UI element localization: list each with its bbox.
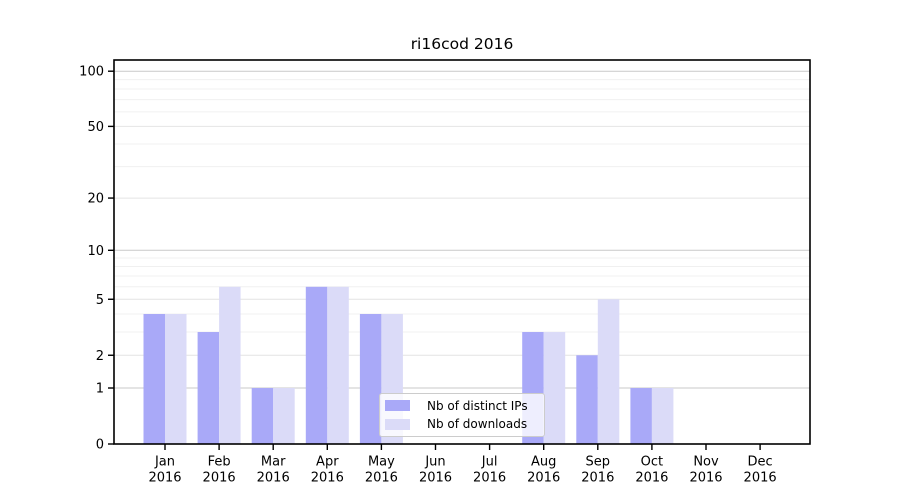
legend-label-downloads: Nb of downloads [427,417,528,432]
x-tick-label-month: Oct [641,455,663,470]
y-tick-label: 1 [96,382,104,397]
x-tick-label-month: Feb [208,455,231,470]
x-tick-label-month: Aug [531,455,556,470]
x-tick-label-year: 2016 [581,471,614,486]
legend-label-distinct-ips: Nb of distinct IPs [427,398,528,413]
bar-oct-distinct-ips [630,388,652,444]
bar-jan-downloads [165,313,187,444]
x-tick-label-year: 2016 [419,471,452,486]
bar-sep-downloads [597,299,620,444]
bar-aug-downloads [543,332,566,444]
bar-feb-downloads [219,286,241,444]
x-tick-label-month: Jan [154,455,175,470]
y-tick-label: 100 [79,65,104,80]
x-tick-label-month: Dec [748,455,773,470]
bar-may-distinct-ips [359,313,382,444]
x-tick-label-month: May [368,455,395,470]
downloads-swatch-icon [385,418,410,430]
x-tick-label-year: 2016 [635,471,668,486]
legend: Nb of distinct IPs Nb of downloads [379,393,545,437]
bar-mar-distinct-ips [251,388,274,444]
x-tick-label-year: 2016 [473,471,506,486]
x-tick-label-year: 2016 [744,471,777,486]
bar-oct-downloads [651,388,674,444]
bar-sep-distinct-ips [576,355,598,444]
chart-title: ri16cod 2016 [410,35,514,53]
x-tick-label-month: Nov [693,455,719,470]
bar-mar-downloads [273,388,295,444]
legend-item-distinct-ips: Nb of distinct IPs [380,399,544,413]
x-tick-label-year: 2016 [365,471,398,486]
legend-item-downloads: Nb of downloads [380,417,544,431]
bar-jan-distinct-ips [143,313,165,444]
x-tick-label-year: 2016 [311,471,344,486]
x-tick-label-year: 2016 [527,471,560,486]
y-tick-label: 0 [96,438,104,453]
bar-apr-downloads [327,286,349,444]
x-tick-label-month: Apr [316,455,339,470]
x-tick-label-year: 2016 [257,471,290,486]
x-tick-label-month: Mar [261,455,286,470]
x-tick-label-month: Jun [424,455,445,470]
x-tick-label-year: 2016 [148,471,181,486]
y-tick-label: 5 [96,293,104,308]
bar-apr-distinct-ips [305,286,328,444]
y-tick-label: 50 [87,120,104,135]
x-tick-label-year: 2016 [689,471,722,486]
axes-frame [113,59,811,445]
x-tick-label-month: Sep [586,455,611,470]
bar-feb-distinct-ips [197,332,220,444]
y-tick-label: 2 [96,349,104,364]
y-tick-label: 20 [87,192,104,207]
y-tick-label: 10 [87,244,104,259]
x-tick-label-year: 2016 [203,471,236,486]
x-tick-label-month: Jul [481,455,498,470]
distinct-ips-swatch-icon [385,400,410,412]
